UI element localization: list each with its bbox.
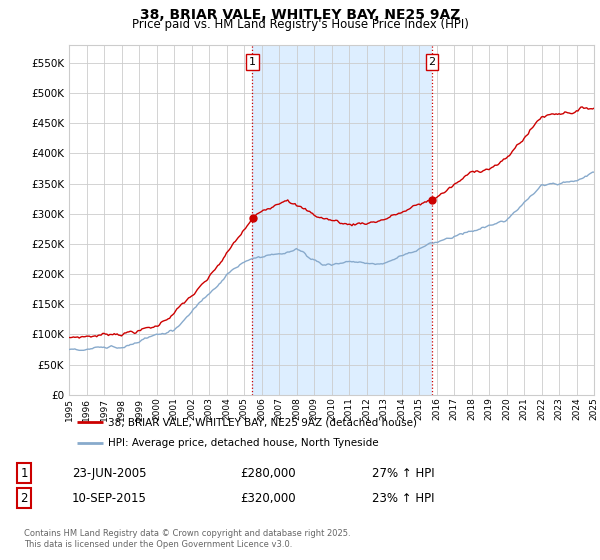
Text: £280,000: £280,000 [240,466,296,480]
Text: £320,000: £320,000 [240,492,296,505]
Text: 1: 1 [249,57,256,67]
Bar [252,45,432,395]
Text: 2: 2 [20,492,28,505]
Text: HPI: Average price, detached house, North Tyneside: HPI: Average price, detached house, Nort… [109,438,379,448]
Text: 10-SEP-2015: 10-SEP-2015 [72,492,147,505]
Text: Price paid vs. HM Land Registry's House Price Index (HPI): Price paid vs. HM Land Registry's House … [131,18,469,31]
Text: 27% ↑ HPI: 27% ↑ HPI [372,466,434,480]
Text: Contains HM Land Registry data © Crown copyright and database right 2025.
This d: Contains HM Land Registry data © Crown c… [24,529,350,549]
Text: 38, BRIAR VALE, WHITLEY BAY, NE25 9AZ (detached house): 38, BRIAR VALE, WHITLEY BAY, NE25 9AZ (d… [109,417,418,427]
Text: 2: 2 [428,57,436,67]
Text: 23-JUN-2005: 23-JUN-2005 [72,466,146,480]
Text: 23% ↑ HPI: 23% ↑ HPI [372,492,434,505]
Text: 1: 1 [20,466,28,480]
Text: 38, BRIAR VALE, WHITLEY BAY, NE25 9AZ: 38, BRIAR VALE, WHITLEY BAY, NE25 9AZ [140,8,460,22]
